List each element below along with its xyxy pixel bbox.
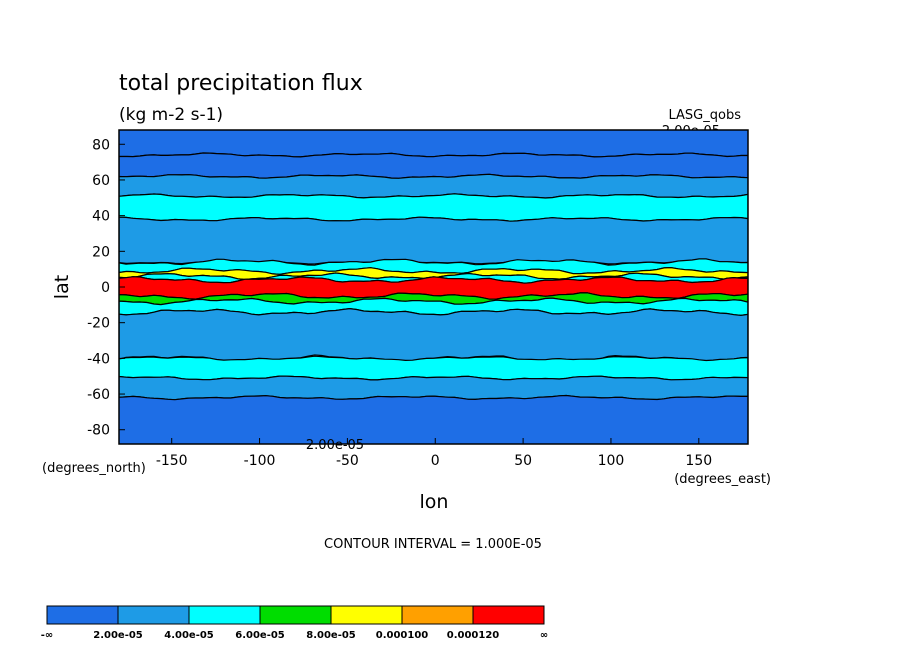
colorbar-swatch <box>259 605 332 625</box>
colorbar: -∞ 2.00e-05 4.00e-05 6.00e-05 8.00e-05 0.0001… <box>41 605 548 641</box>
zonal-band <box>119 173 748 199</box>
zonal-band <box>119 355 748 381</box>
x-tick-label: 100 <box>598 453 625 469</box>
min-value-label: 2.00e-05 <box>306 438 364 453</box>
x-axis: -150 -100 -50 0 50 100 150 <box>156 438 712 469</box>
zonal-band <box>119 216 748 265</box>
plot-area <box>119 130 748 444</box>
y-tick-label: 20 <box>92 244 110 260</box>
colorbar-label: 0.000120 <box>447 630 500 641</box>
colorbar-swatch <box>188 605 261 625</box>
colorbar-label: 8.00e-05 <box>306 630 356 641</box>
colorbar-swatch <box>401 605 474 625</box>
y-tick-label: -60 <box>87 387 110 403</box>
y-tick-label: 60 <box>92 173 110 189</box>
colorbar-label: 6.00e-05 <box>235 630 285 641</box>
chart-title: total precipitation flux <box>119 71 363 96</box>
zonal-band <box>119 394 748 444</box>
y-tick-label: 40 <box>92 209 110 225</box>
colorbar-swatch <box>472 605 545 625</box>
y-axis-label: lat <box>51 275 73 299</box>
colorbar-label: 0.000100 <box>376 630 429 641</box>
zonal-band <box>119 307 748 363</box>
y-tick-label: 0 <box>101 280 110 296</box>
y-tick-label: -80 <box>87 423 110 439</box>
y-axis: 80 60 40 20 0 -20 -40 -60 -80 <box>87 137 125 439</box>
colorbar-label: -∞ <box>41 630 53 641</box>
colorbar-label: 4.00e-05 <box>164 630 214 641</box>
x-units-label: (degrees_east) <box>674 472 771 487</box>
x-tick-label: 0 <box>431 453 440 469</box>
x-tick-label: 50 <box>514 453 532 469</box>
colorbar-swatch <box>117 605 190 625</box>
colorbar-label: ∞ <box>540 630 548 641</box>
x-tick-label: -100 <box>244 453 276 469</box>
chart-units: (kg m-2 s-1) <box>119 105 223 125</box>
colorbar-label: 2.00e-05 <box>93 630 143 641</box>
dataset-label: LASG_qobs <box>669 108 742 123</box>
x-tick-label: -50 <box>336 453 359 469</box>
x-tick-label: -150 <box>156 453 188 469</box>
contour-interval-label: CONTOUR INTERVAL = 1.000E-05 <box>324 537 542 552</box>
y-tick-label: -20 <box>87 316 110 332</box>
y-units-label: (degrees_north) <box>42 461 146 476</box>
y-tick-label: -40 <box>87 351 110 367</box>
zonal-band <box>119 193 748 222</box>
colorbar-swatch <box>330 605 403 625</box>
y-tick-label: 80 <box>92 137 110 153</box>
x-tick-label: 150 <box>685 453 712 469</box>
x-axis-label: lon <box>420 491 449 513</box>
colorbar-swatch <box>46 605 119 625</box>
